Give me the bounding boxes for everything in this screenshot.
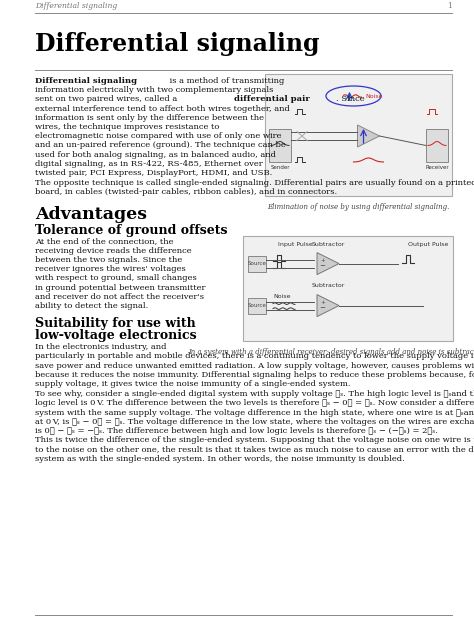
Text: Differential signaling: Differential signaling bbox=[35, 2, 117, 10]
FancyBboxPatch shape bbox=[265, 74, 452, 196]
Text: −: − bbox=[319, 264, 326, 269]
Text: system with the same supply voltage. The voltage difference in the high state, w: system with the same supply voltage. The… bbox=[35, 409, 474, 416]
Text: is a method of transmitting: is a method of transmitting bbox=[167, 77, 284, 85]
Text: system as with the single-ended system. In other words, the noise immunity is do: system as with the single-ended system. … bbox=[35, 454, 405, 463]
Text: 1: 1 bbox=[447, 2, 452, 10]
Text: board, in cables (twisted-pair cables, ribbon cables), and in connectors.: board, in cables (twisted-pair cables, r… bbox=[35, 188, 337, 197]
Text: save power and reduce unwanted emitted radiation. A low supply voltage, however,: save power and reduce unwanted emitted r… bbox=[35, 362, 474, 370]
Text: wires, the technique improves resistance to: wires, the technique improves resistance… bbox=[35, 123, 219, 131]
Text: This is twice the difference of the single-ended system. Supposing that the volt: This is twice the difference of the sing… bbox=[35, 436, 474, 444]
Text: Advantages: Advantages bbox=[35, 205, 147, 222]
Text: low-voltage electronics: low-voltage electronics bbox=[35, 329, 197, 342]
Text: Elimination of noise by using differential signaling.: Elimination of noise by using differenti… bbox=[267, 203, 450, 211]
Text: digital signaling, as in RS-422, RS-485, Ethernet over: digital signaling, as in RS-422, RS-485,… bbox=[35, 160, 263, 168]
Text: twisted pair, PCI Express, DisplayPort, HDMI, and USB.: twisted pair, PCI Express, DisplayPort, … bbox=[35, 169, 272, 177]
Text: To see why, consider a single-ended digital system with supply voltage ᵯₛ. The h: To see why, consider a single-ended digi… bbox=[35, 390, 474, 398]
Text: receiver ignores the wires' voltages: receiver ignores the wires' voltages bbox=[35, 265, 186, 273]
Text: At the end of the connection, the: At the end of the connection, the bbox=[35, 238, 173, 246]
Text: Subtractor: Subtractor bbox=[311, 283, 345, 288]
Text: particularly in portable and mobile devices, there is a continuing tendency to l: particularly in portable and mobile devi… bbox=[35, 353, 474, 360]
Text: is 0ᵯ − ᵯₛ = −ᵯₛ. The difference between high and low logic levels is therefore : is 0ᵯ − ᵯₛ = −ᵯₛ. The difference between… bbox=[35, 427, 438, 435]
Text: information is sent only by the difference between the: information is sent only by the differen… bbox=[35, 114, 264, 122]
Text: logic level is 0 V. The difference between the two levels is therefore ᵯₛ − 0ᵯ =: logic level is 0 V. The difference betwe… bbox=[35, 399, 474, 408]
Text: used for both analog signaling, as in balanced audio, and: used for both analog signaling, as in ba… bbox=[35, 150, 276, 159]
FancyBboxPatch shape bbox=[248, 298, 266, 313]
Text: Noise: Noise bbox=[273, 294, 291, 298]
Text: Suitability for use with: Suitability for use with bbox=[35, 317, 196, 330]
Text: in ground potential between transmitter: in ground potential between transmitter bbox=[35, 284, 206, 291]
Text: +: + bbox=[320, 300, 325, 305]
Text: Sender: Sender bbox=[270, 165, 290, 170]
Text: Receiver: Receiver bbox=[425, 165, 449, 170]
Text: and an un-paired reference (ground). The technique can be: and an un-paired reference (ground). The… bbox=[35, 142, 286, 149]
Text: In a system with a differential receiver; desired signals add and noise is subtr: In a system with a differential receiver… bbox=[189, 348, 474, 356]
FancyBboxPatch shape bbox=[248, 255, 266, 272]
Text: Differential signaling: Differential signaling bbox=[35, 32, 319, 56]
Text: with respect to ground, small changes: with respect to ground, small changes bbox=[35, 274, 197, 283]
Text: and receiver do not affect the receiver's: and receiver do not affect the receiver'… bbox=[35, 293, 204, 301]
Text: Input Pulse: Input Pulse bbox=[278, 241, 313, 246]
Text: Subtractor: Subtractor bbox=[311, 241, 345, 246]
Text: −: − bbox=[319, 305, 326, 312]
FancyBboxPatch shape bbox=[269, 129, 291, 162]
Text: at 0 V, is ᵯₛ − 0ᵯ = ᵯₛ. The voltage difference in the low state, where the volt: at 0 V, is ᵯₛ − 0ᵯ = ᵯₛ. The voltage dif… bbox=[35, 418, 474, 426]
Text: Tolerance of ground offsets: Tolerance of ground offsets bbox=[35, 224, 228, 236]
Text: electromagnetic noise compared with use of only one wire: electromagnetic noise compared with use … bbox=[35, 132, 282, 140]
Text: because it reduces the noise immunity. Differential signaling helps to reduce th: because it reduces the noise immunity. D… bbox=[35, 371, 474, 379]
Text: external interference tend to affect both wires together, and: external interference tend to affect bot… bbox=[35, 105, 290, 112]
Polygon shape bbox=[317, 295, 339, 317]
FancyBboxPatch shape bbox=[426, 129, 448, 162]
Text: Differential signaling: Differential signaling bbox=[35, 77, 137, 85]
Text: information electrically with two complementary signals: information electrically with two comple… bbox=[35, 86, 273, 94]
Text: In the electronics industry, and: In the electronics industry, and bbox=[35, 343, 166, 351]
Text: between the two signals. Since the: between the two signals. Since the bbox=[35, 256, 182, 264]
FancyBboxPatch shape bbox=[243, 236, 453, 341]
Text: ability to detect the signal.: ability to detect the signal. bbox=[35, 302, 148, 310]
Text: Source: Source bbox=[247, 261, 266, 266]
Text: Output Pulse: Output Pulse bbox=[408, 241, 448, 246]
Text: sent on two paired wires, called a: sent on two paired wires, called a bbox=[35, 95, 180, 104]
Text: receiving device reads the difference: receiving device reads the difference bbox=[35, 247, 191, 255]
Polygon shape bbox=[357, 125, 380, 147]
Text: supply voltage, it gives twice the noise immunity of a single-ended system.: supply voltage, it gives twice the noise… bbox=[35, 380, 350, 388]
Text: . Since: . Since bbox=[337, 95, 365, 104]
Text: differential pair: differential pair bbox=[235, 95, 310, 104]
Text: Source: Source bbox=[247, 303, 266, 308]
Text: +: + bbox=[320, 258, 325, 264]
Text: The opposite technique is called single-ended signaling. Differential pairs are : The opposite technique is called single-… bbox=[35, 179, 474, 187]
Text: Noise: Noise bbox=[365, 95, 383, 99]
Text: to the noise on the other one, the result is that it takes twice as much noise t: to the noise on the other one, the resul… bbox=[35, 446, 474, 453]
Polygon shape bbox=[317, 253, 339, 274]
